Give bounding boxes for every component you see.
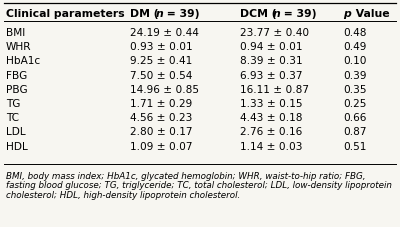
- Text: 0.39: 0.39: [343, 70, 366, 80]
- Text: BMI, body mass index; HbA1c, glycated hemoglobin; WHR, waist-to-hip ratio; FBG,: BMI, body mass index; HbA1c, glycated he…: [6, 171, 366, 180]
- Text: n: n: [273, 9, 281, 19]
- Text: PBG: PBG: [6, 84, 28, 94]
- Text: 0.10: 0.10: [343, 56, 366, 66]
- Text: HbA1c: HbA1c: [6, 56, 40, 66]
- Text: 4.56 ± 0.23: 4.56 ± 0.23: [130, 113, 192, 123]
- Text: cholesterol; HDL, high-density lipoprotein cholesterol.: cholesterol; HDL, high-density lipoprote…: [6, 190, 240, 199]
- Text: TC: TC: [6, 113, 19, 123]
- Text: n: n: [156, 9, 164, 19]
- Text: DCM (: DCM (: [240, 9, 277, 19]
- Text: Clinical parameters: Clinical parameters: [6, 9, 125, 19]
- Text: = 39): = 39): [163, 9, 200, 19]
- Text: DM (: DM (: [130, 9, 159, 19]
- Text: FBG: FBG: [6, 70, 27, 80]
- Text: BMI: BMI: [6, 28, 25, 38]
- Text: 1.09 ± 0.07: 1.09 ± 0.07: [130, 141, 192, 151]
- Text: 0.66: 0.66: [343, 113, 366, 123]
- Text: 0.87: 0.87: [343, 127, 366, 137]
- Text: 6.93 ± 0.37: 6.93 ± 0.37: [240, 70, 302, 80]
- Text: 0.48: 0.48: [343, 28, 366, 38]
- Text: 2.80 ± 0.17: 2.80 ± 0.17: [130, 127, 192, 137]
- Text: 0.93 ± 0.01: 0.93 ± 0.01: [130, 42, 193, 52]
- Text: Value: Value: [352, 9, 390, 19]
- Text: 2.76 ± 0.16: 2.76 ± 0.16: [240, 127, 302, 137]
- Text: 9.25 ± 0.41: 9.25 ± 0.41: [130, 56, 192, 66]
- Text: HDL: HDL: [6, 141, 28, 151]
- Text: 24.19 ± 0.44: 24.19 ± 0.44: [130, 28, 199, 38]
- Text: 0.25: 0.25: [343, 99, 366, 109]
- Text: 1.71 ± 0.29: 1.71 ± 0.29: [130, 99, 192, 109]
- Text: 8.39 ± 0.31: 8.39 ± 0.31: [240, 56, 303, 66]
- Text: = 39): = 39): [280, 9, 316, 19]
- Text: 14.96 ± 0.85: 14.96 ± 0.85: [130, 84, 199, 94]
- Text: TG: TG: [6, 99, 20, 109]
- Text: LDL: LDL: [6, 127, 26, 137]
- Text: fasting blood glucose; TG, triglyceride; TC, total cholesterol; LDL, low-density: fasting blood glucose; TG, triglyceride;…: [6, 181, 392, 190]
- Text: 0.94 ± 0.01: 0.94 ± 0.01: [240, 42, 302, 52]
- Text: 7.50 ± 0.54: 7.50 ± 0.54: [130, 70, 192, 80]
- Text: 0.35: 0.35: [343, 84, 366, 94]
- Text: 0.49: 0.49: [343, 42, 366, 52]
- Text: 4.43 ± 0.18: 4.43 ± 0.18: [240, 113, 302, 123]
- Text: 0.51: 0.51: [343, 141, 366, 151]
- Text: 1.14 ± 0.03: 1.14 ± 0.03: [240, 141, 302, 151]
- Text: 23.77 ± 0.40: 23.77 ± 0.40: [240, 28, 309, 38]
- Text: 1.33 ± 0.15: 1.33 ± 0.15: [240, 99, 302, 109]
- Text: WHR: WHR: [6, 42, 32, 52]
- Text: p: p: [343, 9, 351, 19]
- Text: 16.11 ± 0.87: 16.11 ± 0.87: [240, 84, 309, 94]
